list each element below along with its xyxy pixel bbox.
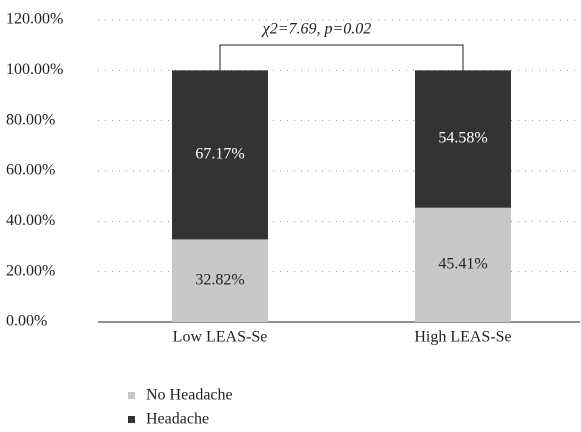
value-label: 45.41% (438, 256, 487, 273)
bar-segment (415, 207, 511, 322)
bar-segment (172, 239, 268, 322)
legend-swatch (128, 416, 135, 423)
y-tick-label: 20.00% (6, 262, 55, 279)
legend-label: Headache (146, 411, 209, 428)
y-tick-label: 80.00% (6, 111, 55, 128)
bar-segment (172, 70, 268, 240)
legend-label: No Headache (146, 387, 233, 404)
x-tick-label: High LEAS-Se (414, 329, 511, 346)
y-tick-label: 120.00% (6, 11, 63, 28)
y-tick-label: 60.00% (6, 162, 55, 179)
legend-swatch (128, 392, 135, 399)
y-tick-label: 0.00% (6, 313, 47, 330)
y-tick-label: 40.00% (6, 212, 55, 229)
y-tick-label: 100.00% (6, 61, 63, 78)
value-label: 32.82% (195, 271, 244, 288)
value-label: 54.58% (438, 130, 487, 147)
x-tick-label: Low LEAS-Se (173, 329, 268, 346)
annotation: χ2=7.69, p=0.02 (261, 21, 372, 38)
bar-segment (415, 70, 511, 208)
value-label: 67.17% (195, 146, 244, 163)
